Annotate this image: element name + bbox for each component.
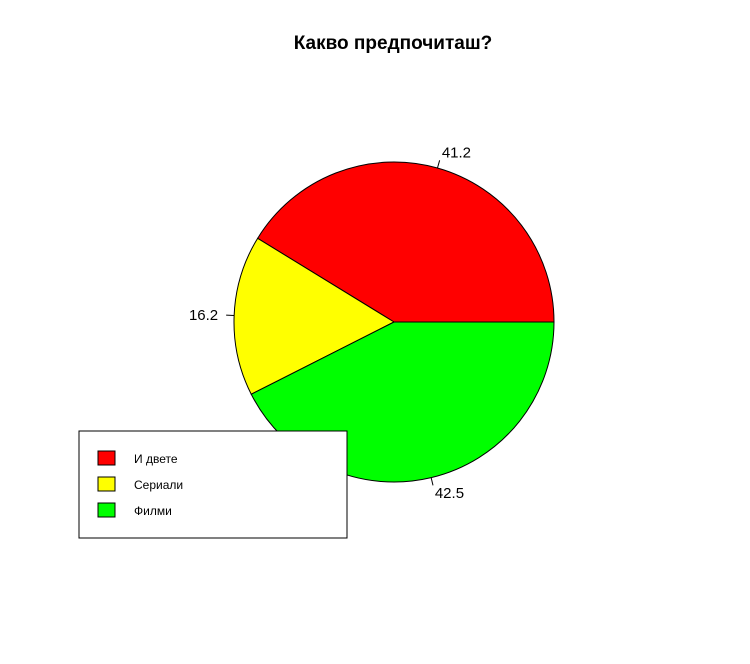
pie-label-tick-1 xyxy=(436,160,441,169)
pie-label-tick-3 xyxy=(430,477,434,486)
pie-slice-label-2: 16.2 xyxy=(189,307,218,324)
legend-label-3: Филми xyxy=(134,504,172,518)
pie-slice-label-3: 42.5 xyxy=(435,485,464,502)
pie-slice-2 xyxy=(233,237,396,395)
legend-swatch-3 xyxy=(97,502,116,518)
pie-slice-1 xyxy=(256,161,555,323)
legend-swatch-1 xyxy=(97,450,116,466)
legend-label-2: Сериали xyxy=(134,478,183,492)
legend-swatch-2 xyxy=(97,476,116,492)
pie-labels: 41.2 16.2 42.5 xyxy=(189,145,471,503)
legend: И двете Сериали Филми xyxy=(78,430,348,539)
legend-box xyxy=(78,430,348,539)
legend-items: И двете Сериали Филми xyxy=(97,450,183,518)
pie-slice-label-1: 41.2 xyxy=(442,145,471,162)
legend-label-1: И двете xyxy=(134,452,178,466)
chart-title: Какво предпочиташ? xyxy=(294,33,493,54)
